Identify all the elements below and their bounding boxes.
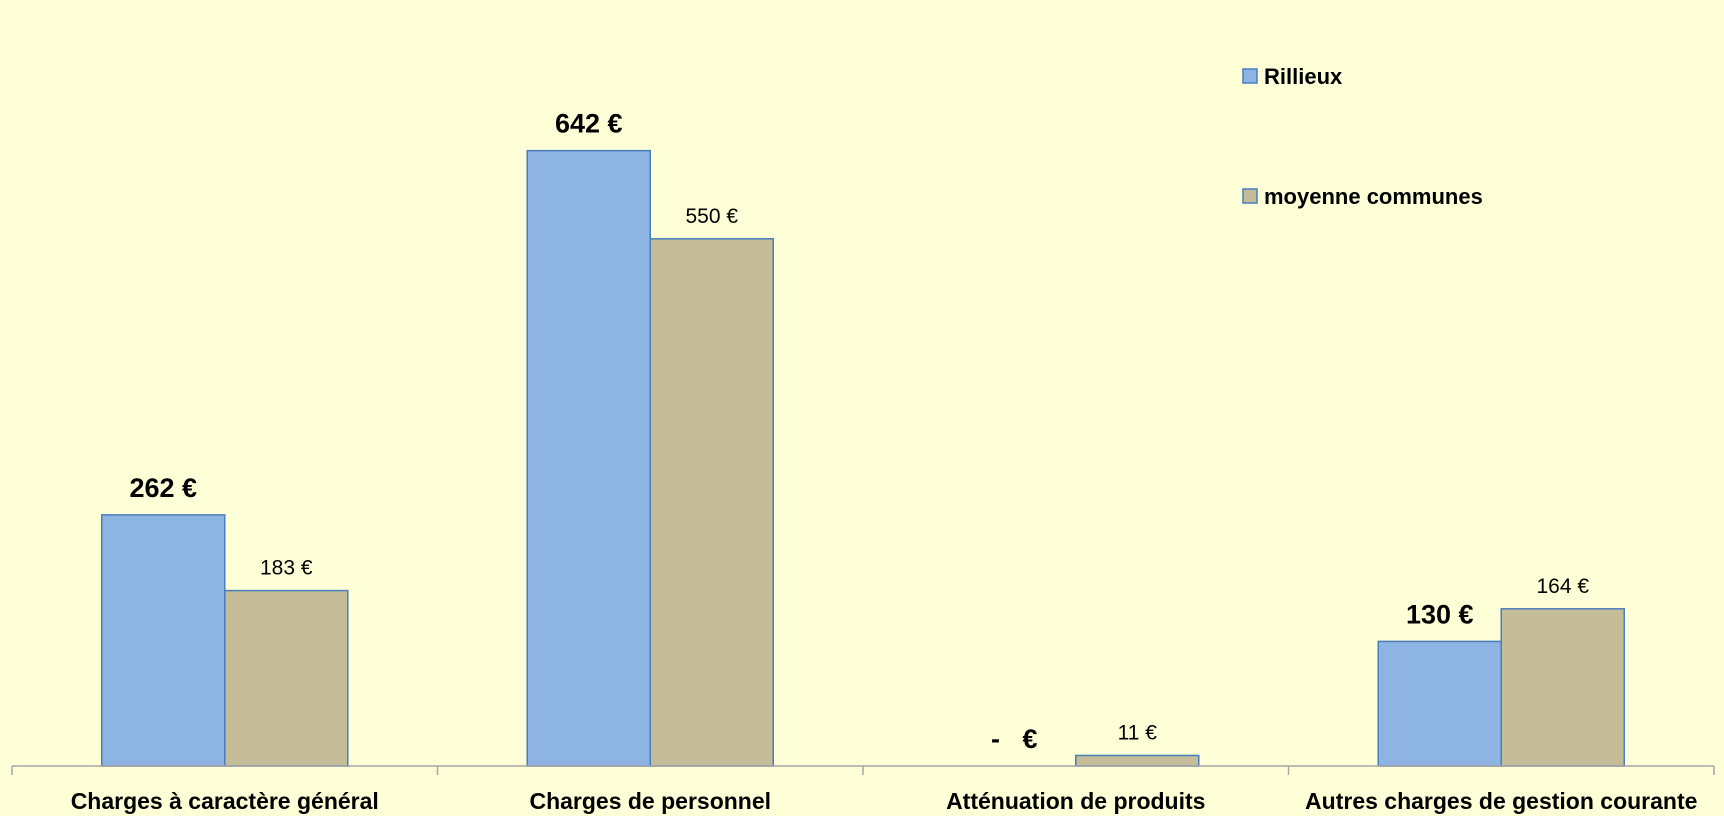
bars-layer [101, 149, 1625, 767]
bar-rillieux [1377, 640, 1502, 767]
bar-moyenne-communes [649, 238, 774, 767]
data-label: 642 € [555, 109, 623, 139]
data-label: - € [991, 724, 1038, 754]
legend-label: moyenne communes [1264, 184, 1483, 209]
data-label: 262 € [129, 473, 197, 503]
data-label: 164 € [1536, 575, 1589, 598]
legend: Rillieux moyenne communes [1242, 64, 1483, 209]
data-label: 183 € [260, 557, 313, 580]
data-label: 11 € [1118, 721, 1158, 744]
bar-moyenne-communes [1500, 608, 1625, 767]
category-label: Autres charges de gestion courante [1305, 788, 1697, 814]
category-label: Charges à caractère général [71, 788, 379, 814]
data-labels-layer: 262 € 183 € 642 € 550 € - € 11 € 130 € 164 € [129, 109, 1589, 754]
legend-swatch [1242, 188, 1258, 204]
legend-label: Rillieux [1264, 64, 1343, 89]
bar-moyenne-communes [1075, 754, 1200, 767]
category-label: Atténuation de produits [946, 788, 1205, 814]
legend-swatch [1242, 68, 1258, 84]
data-label: 130 € [1406, 599, 1474, 629]
bar-moyenne-communes [224, 589, 349, 767]
bar-rillieux [526, 149, 651, 767]
data-label: 550 € [685, 205, 738, 228]
x-axis-ticks [11, 766, 1715, 775]
category-labels: Charges à caractère général Charges de pe… [71, 788, 1698, 814]
bar-rillieux [101, 514, 226, 767]
category-label: Charges de personnel [529, 788, 771, 814]
